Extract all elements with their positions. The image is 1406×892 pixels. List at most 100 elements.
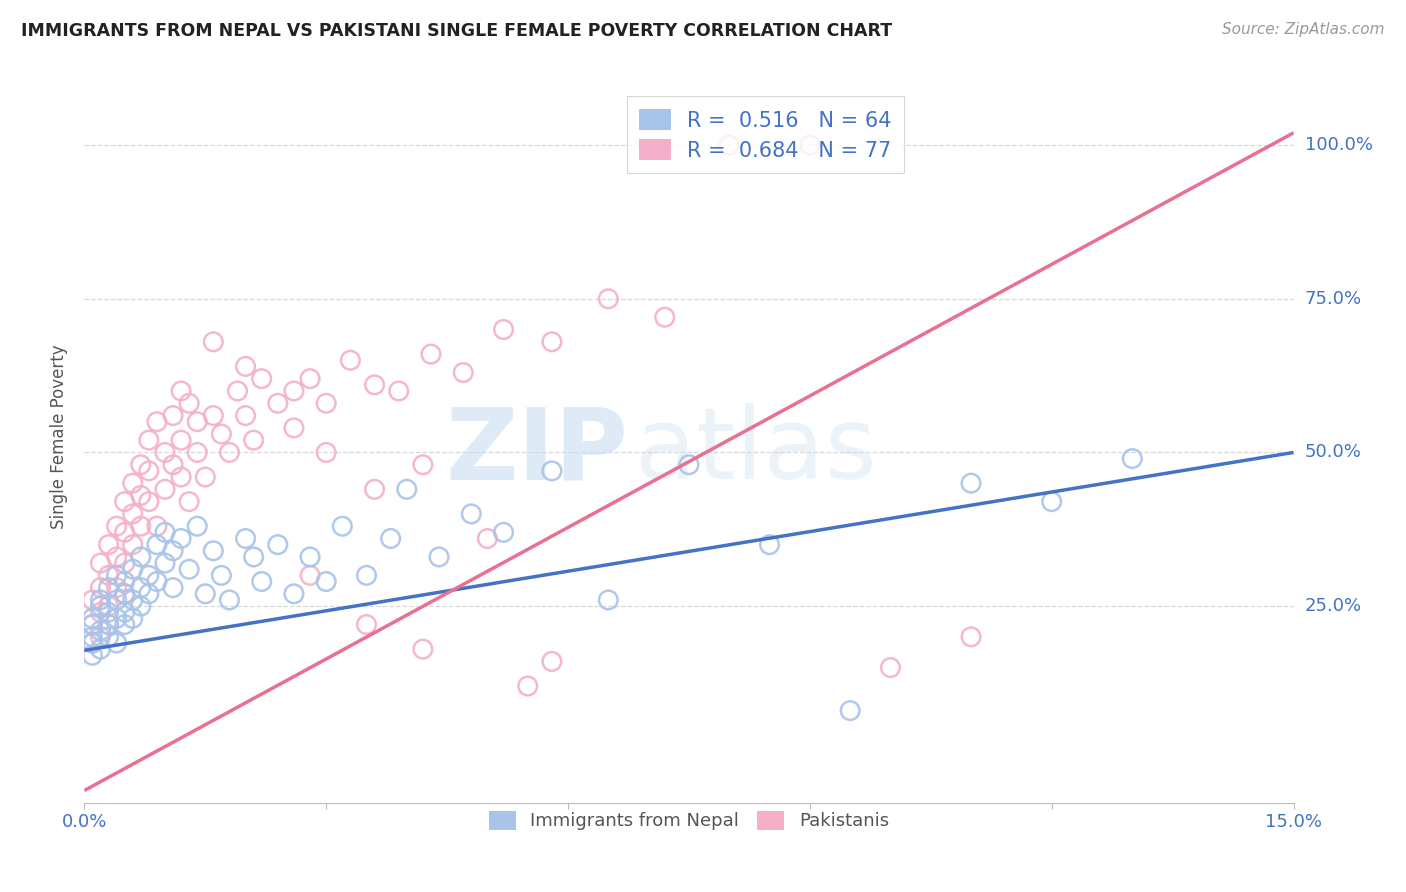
Point xyxy=(153,556,176,570)
Point xyxy=(218,445,240,459)
Point xyxy=(162,543,184,558)
Point xyxy=(492,525,515,540)
Point xyxy=(299,549,322,564)
Point xyxy=(267,396,290,410)
Point xyxy=(283,384,305,398)
Point xyxy=(114,587,136,601)
Point xyxy=(799,138,821,153)
Point xyxy=(315,574,337,589)
Point xyxy=(170,433,193,447)
Point xyxy=(356,617,378,632)
Point xyxy=(114,574,136,589)
Point xyxy=(1040,494,1063,508)
Point xyxy=(153,525,176,540)
Point xyxy=(879,660,901,674)
Point xyxy=(129,519,152,533)
Text: 50.0%: 50.0% xyxy=(1305,443,1361,461)
Point xyxy=(82,593,104,607)
Point xyxy=(97,617,120,632)
Point xyxy=(283,587,305,601)
Point xyxy=(129,488,152,502)
Point xyxy=(146,538,169,552)
Point xyxy=(97,581,120,595)
Point xyxy=(315,396,337,410)
Point xyxy=(121,476,143,491)
Point xyxy=(138,494,160,508)
Point xyxy=(202,409,225,423)
Point xyxy=(598,292,620,306)
Point xyxy=(235,359,257,374)
Point xyxy=(960,630,983,644)
Point xyxy=(541,655,564,669)
Point xyxy=(82,617,104,632)
Point xyxy=(114,556,136,570)
Point xyxy=(121,507,143,521)
Point xyxy=(89,605,111,619)
Point xyxy=(839,704,862,718)
Point xyxy=(283,421,305,435)
Point xyxy=(105,611,128,625)
Point xyxy=(162,458,184,472)
Point xyxy=(146,574,169,589)
Point xyxy=(299,372,322,386)
Point xyxy=(114,525,136,540)
Point xyxy=(598,593,620,607)
Point xyxy=(162,409,184,423)
Point xyxy=(121,593,143,607)
Point xyxy=(97,568,120,582)
Point xyxy=(97,605,120,619)
Point xyxy=(186,519,208,533)
Point xyxy=(129,458,152,472)
Point xyxy=(541,464,564,478)
Point xyxy=(388,384,411,398)
Point xyxy=(492,322,515,336)
Point xyxy=(516,679,538,693)
Point xyxy=(105,568,128,582)
Point xyxy=(82,636,104,650)
Text: IMMIGRANTS FROM NEPAL VS PAKISTANI SINGLE FEMALE POVERTY CORRELATION CHART: IMMIGRANTS FROM NEPAL VS PAKISTANI SINGL… xyxy=(21,22,893,40)
Point xyxy=(121,538,143,552)
Point xyxy=(82,611,104,625)
Point xyxy=(89,593,111,607)
Point xyxy=(330,519,353,533)
Point xyxy=(460,507,482,521)
Point xyxy=(129,549,152,564)
Point xyxy=(412,458,434,472)
Point xyxy=(242,549,264,564)
Point xyxy=(412,642,434,657)
Point xyxy=(363,483,385,497)
Point xyxy=(146,415,169,429)
Point xyxy=(105,549,128,564)
Point xyxy=(209,568,232,582)
Point xyxy=(218,593,240,607)
Point xyxy=(89,556,111,570)
Point xyxy=(89,630,111,644)
Point xyxy=(153,445,176,459)
Text: ZIP: ZIP xyxy=(446,403,628,500)
Point xyxy=(89,624,111,638)
Point xyxy=(678,458,700,472)
Point xyxy=(138,433,160,447)
Point xyxy=(114,617,136,632)
Point xyxy=(194,587,217,601)
Point xyxy=(250,372,273,386)
Point xyxy=(114,587,136,601)
Point xyxy=(114,494,136,508)
Point xyxy=(138,568,160,582)
Point xyxy=(179,396,201,410)
Point xyxy=(170,384,193,398)
Point xyxy=(356,568,378,582)
Point xyxy=(541,334,564,349)
Point xyxy=(82,636,104,650)
Point xyxy=(89,581,111,595)
Point xyxy=(121,611,143,625)
Point xyxy=(105,593,128,607)
Point xyxy=(179,562,201,576)
Text: Source: ZipAtlas.com: Source: ZipAtlas.com xyxy=(1222,22,1385,37)
Point xyxy=(105,581,128,595)
Point xyxy=(315,445,337,459)
Point xyxy=(250,574,273,589)
Point xyxy=(235,532,257,546)
Point xyxy=(718,138,741,153)
Point xyxy=(194,470,217,484)
